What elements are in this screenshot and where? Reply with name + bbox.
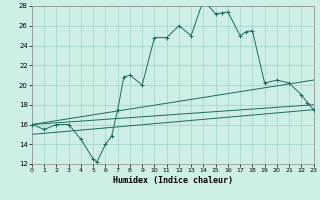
X-axis label: Humidex (Indice chaleur): Humidex (Indice chaleur)	[113, 176, 233, 185]
